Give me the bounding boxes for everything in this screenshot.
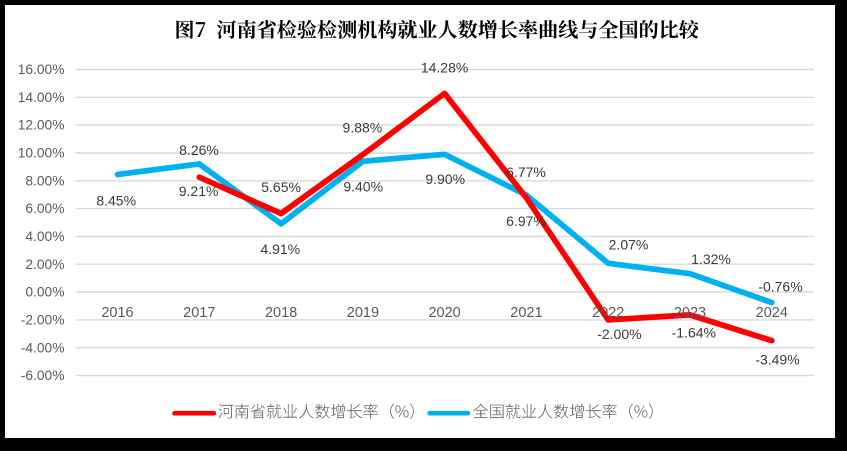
svg-text:6.97%: 6.97% [506,213,546,229]
svg-text:-2.00%: -2.00% [21,313,65,328]
svg-text:2021: 2021 [510,305,542,321]
svg-text:2.07%: 2.07% [609,236,649,252]
svg-text:9.88%: 9.88% [343,120,383,136]
svg-text:16.00%: 16.00% [18,62,65,77]
svg-text:-4.00%: -4.00% [21,340,65,355]
svg-text:9.21%: 9.21% [179,183,219,199]
svg-text:9.90%: 9.90% [425,171,465,187]
svg-text:5.65%: 5.65% [261,179,301,195]
svg-text:2022: 2022 [592,305,624,321]
svg-text:6.77%: 6.77% [506,164,546,180]
svg-text:-6.00%: -6.00% [21,368,65,383]
svg-text:14.00%: 14.00% [18,90,65,105]
svg-text:4.91%: 4.91% [260,241,300,257]
svg-text:6.00%: 6.00% [25,201,64,216]
svg-text:2020: 2020 [428,305,460,321]
svg-text:2018: 2018 [265,305,297,321]
svg-text:-3.49%: -3.49% [755,351,799,367]
svg-text:8.26%: 8.26% [179,142,219,158]
svg-text:9.40%: 9.40% [343,179,383,195]
svg-text:2024: 2024 [756,305,788,321]
svg-text:2016: 2016 [101,305,133,321]
svg-text:14.28%: 14.28% [421,60,468,76]
svg-text:0.00%: 0.00% [25,285,64,300]
svg-text:10.00%: 10.00% [18,146,65,161]
svg-text:2.00%: 2.00% [25,257,64,272]
svg-text:-1.64%: -1.64% [672,325,716,341]
svg-text:2023: 2023 [674,305,706,321]
svg-text:4.00%: 4.00% [25,229,64,244]
svg-text:8.45%: 8.45% [96,192,136,208]
svg-text:-2.00%: -2.00% [597,326,641,342]
svg-text:-0.76%: -0.76% [758,278,802,294]
svg-text:2017: 2017 [183,305,215,321]
svg-text:2019: 2019 [347,305,379,321]
svg-text:1.32%: 1.32% [691,251,731,267]
svg-text:12.00%: 12.00% [18,118,65,133]
svg-text:8.00%: 8.00% [25,173,64,188]
